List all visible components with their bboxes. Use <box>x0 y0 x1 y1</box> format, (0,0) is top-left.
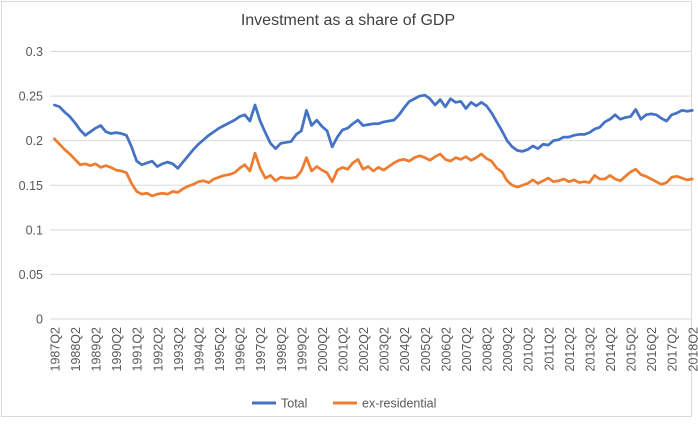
x-tick-label: 2008Q2 <box>481 327 495 372</box>
x-tick-label: 2005Q2 <box>419 327 433 372</box>
x-tick-label: 2013Q2 <box>583 327 597 372</box>
x-tick-label: 1993Q2 <box>172 327 186 372</box>
legend: Total ex-residential <box>252 397 436 411</box>
y-tick-label: 0.1 <box>26 223 43 237</box>
x-tick-label: 1998Q2 <box>275 327 289 372</box>
chart-border <box>1 1 692 417</box>
x-tick-label: 2017Q2 <box>666 327 680 372</box>
x-tick-label: 2016Q2 <box>645 327 659 372</box>
x-tick-label: 1999Q2 <box>295 327 309 372</box>
x-tick-label: 2001Q2 <box>336 327 350 372</box>
x-tick-label: 2002Q2 <box>357 327 371 372</box>
x-tick-label: 2018Q2 <box>686 327 698 372</box>
x-tick-label: 2015Q2 <box>625 327 639 372</box>
x-tick-label: 2003Q2 <box>378 327 392 372</box>
x-tick-label: 1989Q2 <box>90 327 104 372</box>
legend-label-ex-residential: ex-residential <box>362 397 436 411</box>
x-tick-label: 2010Q2 <box>522 327 536 372</box>
x-tick-label: 2007Q2 <box>460 327 474 372</box>
y-tick-label: 0.3 <box>26 45 43 59</box>
chart-title: Investment as a share of GDP <box>241 12 455 29</box>
series-line-ex-residential <box>53 137 694 198</box>
x-tick-label: 1995Q2 <box>213 327 227 372</box>
x-tick-label: 1996Q2 <box>234 327 248 372</box>
y-axis-labels: 0.3 0.25 0.2 0.15 0.1 0.05 0 <box>19 45 43 327</box>
y-tick-label: 0.2 <box>26 134 43 148</box>
y-tick-label: 0 <box>36 313 43 327</box>
series-line-total <box>53 93 694 170</box>
legend-label-total: Total <box>281 397 307 411</box>
x-tick-label: 2000Q2 <box>316 327 330 372</box>
x-tick-label: 1988Q2 <box>69 327 83 372</box>
x-tick-label: 2004Q2 <box>398 327 412 372</box>
x-tick-label: 1994Q2 <box>192 327 206 372</box>
y-tick-label: 0.15 <box>19 179 43 193</box>
x-tick-label: 1991Q2 <box>131 327 145 372</box>
y-tick-label: 0.25 <box>19 90 43 104</box>
x-tick-label: 2009Q2 <box>501 327 515 372</box>
x-tick-label: 1987Q2 <box>48 327 62 372</box>
x-tick-label: 1997Q2 <box>254 327 268 372</box>
x-tick-label: 2014Q2 <box>604 327 618 372</box>
x-axis-labels: 1987Q2 1988Q2 1989Q2 1990Q2 1991Q2 1992Q2 1993… <box>48 327 698 372</box>
x-tick-label: 2012Q2 <box>563 327 577 372</box>
x-tick-label: 1990Q2 <box>110 327 124 372</box>
x-tick-label: 2006Q2 <box>439 327 453 372</box>
gridlines <box>50 50 692 320</box>
y-tick-label: 0.05 <box>19 268 43 282</box>
series-lines <box>53 93 694 198</box>
x-tick-label: 1992Q2 <box>151 327 165 372</box>
x-tick-label: 2011Q2 <box>542 327 556 371</box>
